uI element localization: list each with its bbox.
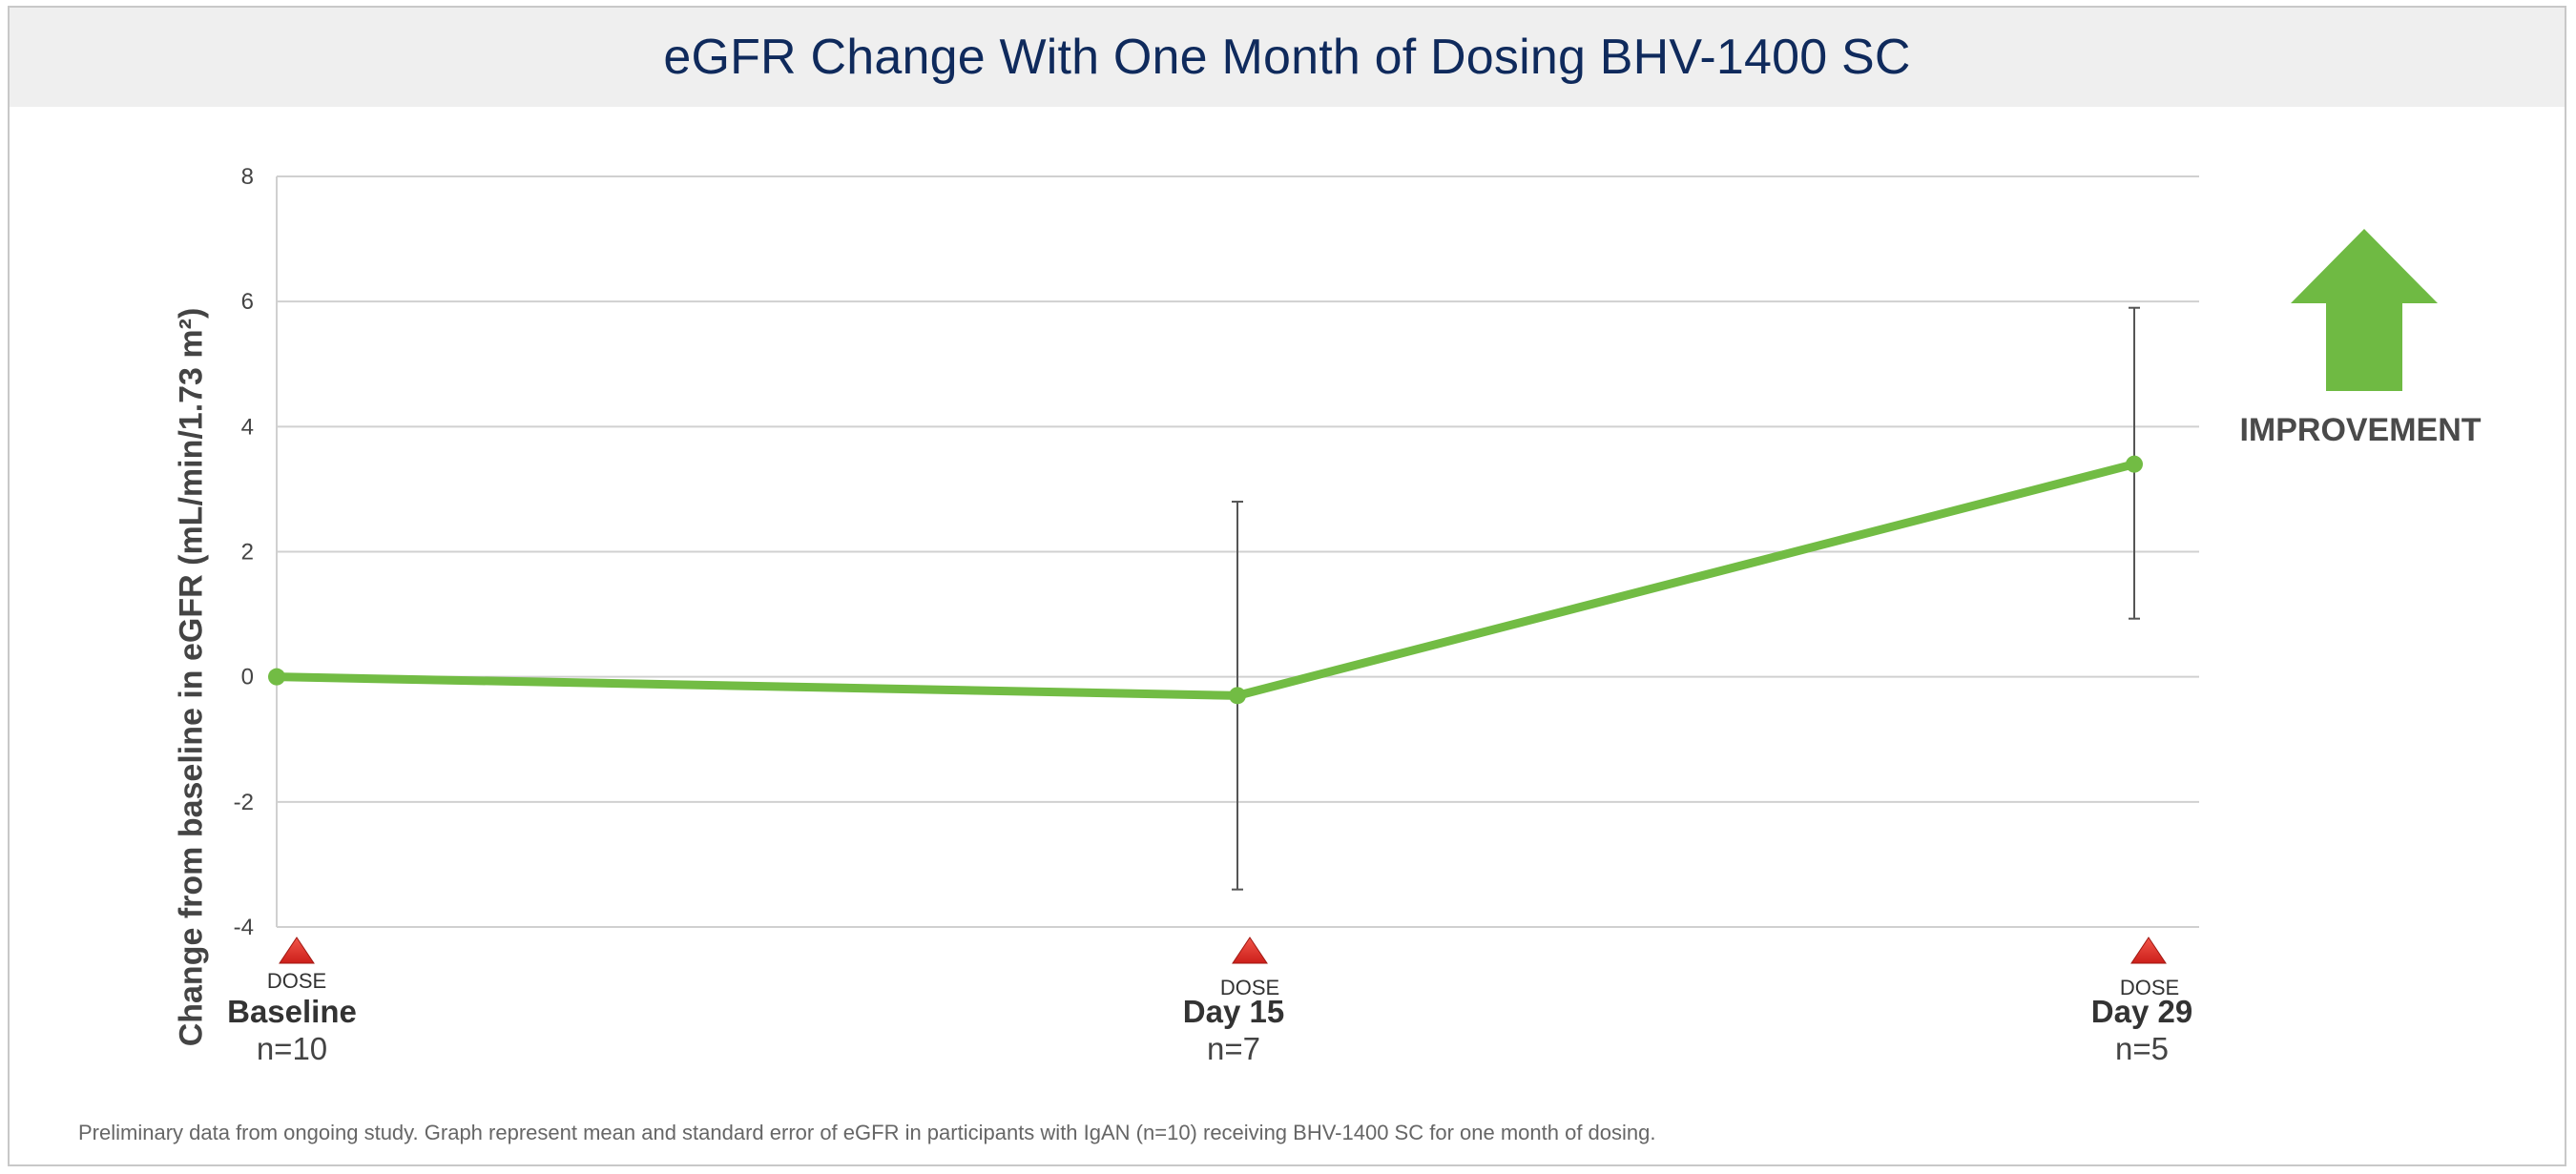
y-tick-label: 8	[241, 164, 254, 190]
x-tick-label: Day 29	[2090, 994, 2193, 1029]
title-bar: eGFR Change With One Month of Dosing BHV…	[10, 8, 2565, 107]
x-tick-label: Day 15	[1182, 994, 1285, 1029]
dose-label: DOSE	[2120, 977, 2179, 999]
footnote: Preliminary data from ongoing study. Gra…	[78, 1121, 1656, 1144]
y-tick-label: 2	[241, 540, 254, 566]
dose-marker-icon	[2130, 937, 2167, 964]
dose-label: DOSE	[267, 970, 326, 993]
data-point	[2126, 455, 2143, 473]
data-point	[268, 668, 285, 686]
y-tick-label: -2	[234, 790, 254, 815]
y-tick-label: 6	[241, 289, 254, 315]
dose-text: DOSE	[1219, 976, 1280, 999]
dose-marker-icon	[279, 937, 315, 964]
dose-marker-icon	[1232, 937, 1268, 964]
y-tick-label: 0	[241, 665, 254, 690]
series-line	[272, 460, 2139, 700]
dose-label: DOSE	[1220, 977, 1279, 999]
improvement-arrow-icon	[2291, 229, 2438, 391]
x-category: Baseline n=10	[227, 994, 357, 1068]
x-category: Day 15 n=7	[1183, 994, 1284, 1068]
y-axis-label: Change from baseline in eGFR (mL/min/1.7…	[173, 307, 210, 1047]
dose-text: DOSE	[266, 969, 327, 993]
chart-frame: eGFR Change With One Month of Dosing BHV…	[8, 6, 2566, 1166]
chart-title: eGFR Change With One Month of Dosing BHV…	[663, 30, 1911, 85]
x-category: Day 29 n=5	[2091, 994, 2192, 1068]
y-tick-label: 4	[241, 414, 254, 440]
sample-size-label: n=5	[2115, 1031, 2169, 1066]
data-point	[1229, 687, 1246, 705]
sample-size-label: n=7	[1207, 1031, 1260, 1066]
dose-text: DOSE	[2119, 976, 2180, 999]
improvement-label: IMPROVEMENT	[2239, 412, 2482, 448]
x-tick-label: Baseline	[227, 994, 357, 1029]
y-tick-label: -4	[234, 915, 254, 940]
sample-size-label: n=10	[256, 1031, 328, 1066]
